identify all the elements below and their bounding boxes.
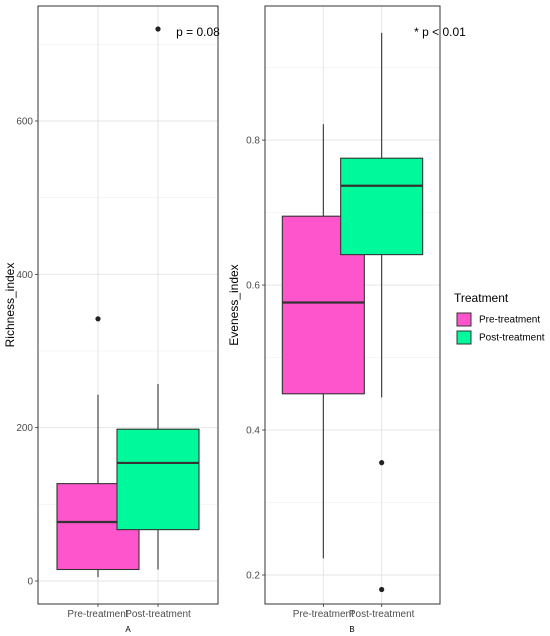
- x-tick-label: Post-treatment: [125, 609, 191, 620]
- legend-key-pre: [456, 312, 472, 327]
- x-tick-label: Pre-treatment: [67, 609, 128, 620]
- panel-tag: A: [125, 625, 131, 634]
- y-tick-label: 400: [16, 270, 33, 281]
- x-tick-label: Pre-treatment: [293, 609, 354, 620]
- y-tick-label: 0.8: [246, 136, 260, 147]
- panel-border: [37, 5, 219, 605]
- x-tick-label: Post-treatment: [349, 609, 415, 620]
- panel-tag: B: [349, 625, 354, 634]
- y-axis-title: Richness_index: [3, 263, 17, 348]
- outlier-point: [379, 586, 385, 593]
- legend: Treatment Pre-treatment Post-treatment: [454, 291, 545, 346]
- outlier-point: [155, 26, 161, 32]
- p-value-annotation: p = 0.08: [176, 25, 220, 39]
- box-post-treatment: [116, 428, 200, 531]
- y-tick-label: 0.2: [246, 571, 260, 582]
- p-value-annotation: * p < 0.01: [414, 25, 466, 39]
- y-axis-title: Eveness_index: [227, 264, 241, 345]
- legend-entry-post: Post-treatment: [455, 329, 545, 346]
- y-tick-label: 0.6: [246, 281, 260, 292]
- legend-title: Treatment: [454, 291, 509, 305]
- y-tick-label: 200: [16, 423, 33, 434]
- y-tick-label: 0: [27, 577, 33, 588]
- legend-label-post: Post-treatment: [479, 333, 545, 344]
- legend-label-pre: Pre-treatment: [479, 315, 540, 326]
- outlier-point: [95, 316, 101, 322]
- legend-entry-pre: Pre-treatment: [455, 311, 540, 328]
- y-tick-label: 600: [16, 117, 33, 128]
- outlier-point: [379, 460, 385, 466]
- legend-key-post: [456, 330, 472, 345]
- y-tick-label: 0.4: [246, 426, 260, 437]
- panel-border: [264, 5, 441, 605]
- box-post-treatment: [340, 157, 424, 256]
